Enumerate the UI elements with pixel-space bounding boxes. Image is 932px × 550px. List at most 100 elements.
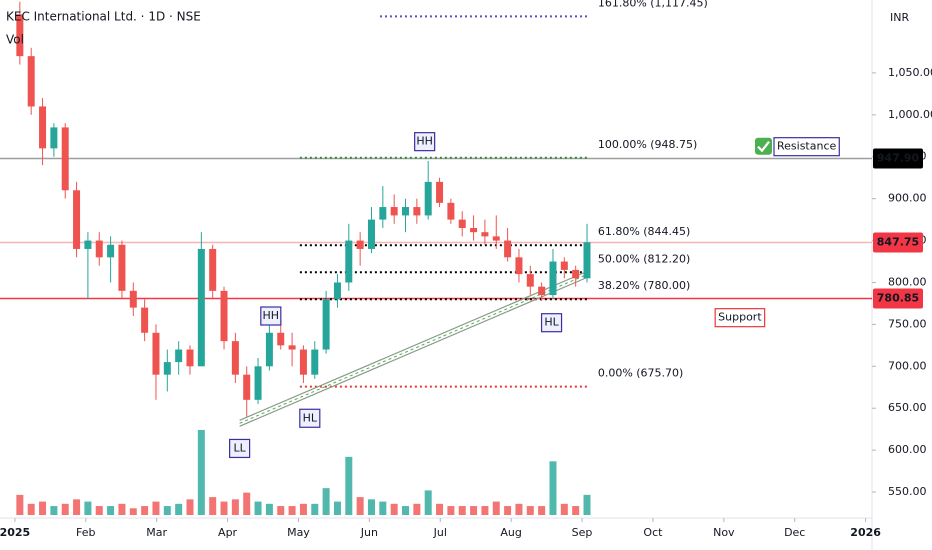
- fib-label: 61.80% (844.45): [598, 225, 691, 238]
- candle-body: [447, 202, 455, 220]
- candle-body: [413, 207, 421, 216]
- candle-body: [209, 248, 217, 291]
- volume-bar: [129, 508, 137, 515]
- volume-bar: [515, 503, 523, 515]
- pattern-label: HH: [263, 309, 280, 322]
- volume-bar: [413, 503, 421, 515]
- x-tick-label: Nov: [713, 526, 735, 539]
- y-tick-label: 1,050.00: [888, 66, 932, 79]
- volume-bar: [107, 506, 115, 515]
- fib-label: 38.20% (780.00): [598, 279, 691, 292]
- candle-body: [356, 240, 364, 249]
- volume-bar: [379, 501, 387, 515]
- note-box: [714, 308, 766, 328]
- candle-body: [152, 332, 160, 375]
- candle-body: [61, 127, 69, 191]
- volume-bar: [254, 501, 262, 515]
- note-box: [773, 137, 840, 157]
- volume-bar: [277, 506, 285, 515]
- y-tick-label: 700.00: [888, 359, 927, 372]
- volume-bar: [141, 506, 149, 515]
- x-tick-label: Apr: [218, 526, 238, 539]
- pattern-label: LL: [233, 441, 246, 454]
- check-mark: [757, 141, 770, 153]
- volume-bar: [583, 494, 591, 515]
- candle-body: [220, 290, 228, 342]
- candle-body: [39, 106, 47, 149]
- x-tick-label: 2026: [850, 526, 881, 539]
- volume-bar: [560, 503, 568, 515]
- candle-body: [73, 190, 81, 249]
- candle-body: [118, 244, 126, 291]
- volume-bar: [424, 490, 432, 515]
- fib-label: 100.00% (948.75): [598, 138, 698, 151]
- pattern-label: HL: [303, 411, 318, 424]
- volume-bar: [186, 499, 194, 515]
- volume-bar: [243, 492, 251, 515]
- pattern-box: [229, 438, 251, 459]
- volume-bar: [84, 501, 92, 515]
- candle-body: [107, 244, 115, 258]
- candle-body: [254, 366, 262, 400]
- candle-body: [436, 181, 444, 203]
- trendline: [239, 275, 591, 427]
- volume-label: Vol: [6, 33, 24, 47]
- candle-body: [186, 349, 194, 367]
- candle-body: [231, 341, 239, 375]
- candle-body: [84, 240, 92, 249]
- volume-bar: [538, 506, 546, 515]
- pattern-box: [540, 313, 563, 333]
- x-tick-label: Feb: [76, 526, 95, 539]
- candle-body: [175, 349, 183, 363]
- price-tag: [873, 148, 923, 169]
- volume-bar: [345, 456, 353, 515]
- candle-body: [243, 374, 251, 400]
- candle-body: [95, 240, 103, 258]
- volume-bar: [322, 488, 330, 515]
- volume-bar: [288, 506, 296, 515]
- price-tag: [873, 232, 923, 253]
- volume-bar: [265, 503, 273, 515]
- fib-label: 50.00% (812.20): [598, 252, 691, 265]
- candle-body: [458, 219, 466, 228]
- volume-bar: [526, 506, 534, 515]
- candle-body: [504, 240, 512, 258]
- volume-bar: [356, 497, 364, 515]
- x-tick-label: Jun: [360, 526, 378, 539]
- candle-body: [322, 299, 330, 350]
- volume-bar: [504, 506, 512, 515]
- candle-body: [402, 207, 410, 216]
- volume-bar: [458, 506, 466, 515]
- pattern-label: HL: [544, 316, 559, 329]
- fib-label: 0.00% (675.70): [598, 367, 684, 380]
- candle-body: [299, 349, 307, 375]
- volume-bar: [549, 461, 557, 515]
- pattern-box: [260, 306, 282, 326]
- x-tick-label: Jul: [433, 526, 447, 539]
- price-tag: [873, 288, 923, 309]
- volume-bar: [436, 503, 444, 515]
- x-tick-label: Dec: [784, 526, 805, 539]
- trendline: [239, 269, 591, 421]
- candle-body: [583, 242, 591, 279]
- volume-bar: [209, 497, 217, 515]
- volume-bar: [299, 503, 307, 515]
- candle-body: [538, 286, 546, 296]
- volume-bar: [73, 499, 81, 515]
- candle-body: [549, 261, 557, 296]
- x-tick-label: 2025: [0, 526, 30, 539]
- volume-bar: [481, 506, 489, 515]
- candle-body: [50, 127, 58, 149]
- note-text: Support: [718, 311, 762, 324]
- candle-body: [515, 257, 523, 275]
- volume-bar: [220, 501, 228, 515]
- candle-body: [470, 227, 478, 233]
- candle-body: [526, 274, 534, 287]
- price-tag-label: 780.85: [877, 292, 919, 305]
- x-tick-label: Mar: [146, 526, 167, 539]
- volume-bar: [402, 506, 410, 515]
- volume-bar: [492, 501, 500, 515]
